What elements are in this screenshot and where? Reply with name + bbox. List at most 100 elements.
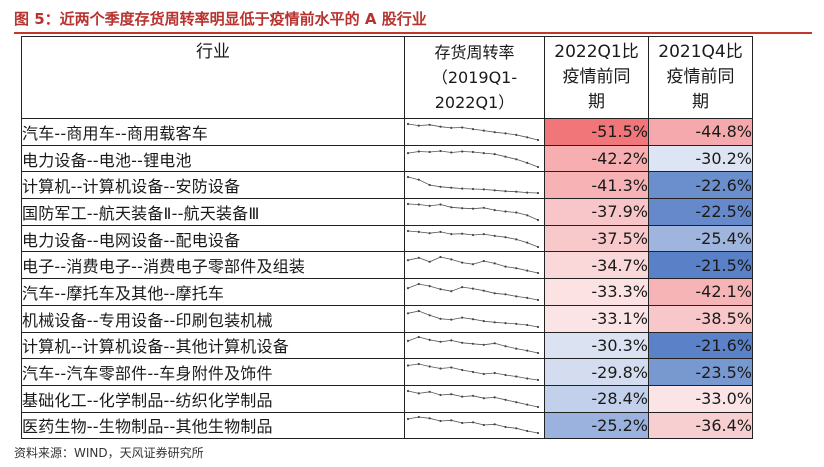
sparkline-line bbox=[407, 417, 539, 434]
change-2022q1-cell: -33.1% bbox=[544, 304, 649, 333]
header-2022q1-line1: 2022Q1比 bbox=[554, 42, 639, 62]
sparkline-point bbox=[417, 203, 420, 206]
change-2021q4-cell: -21.5% bbox=[648, 251, 753, 280]
sparkline-point bbox=[482, 344, 485, 347]
header-2021q4-line3: 期 bbox=[692, 92, 709, 112]
header-turnover-line2: （2019Q1- bbox=[431, 68, 518, 87]
sparkline-point bbox=[482, 260, 485, 263]
sparkline-point bbox=[439, 203, 442, 206]
sparkline-point bbox=[504, 190, 507, 193]
sparkline-point bbox=[504, 132, 507, 135]
industry-cell: 机械设备--专用设备--印刷包装机械 bbox=[21, 304, 405, 333]
turnover-sparkline-cell bbox=[404, 144, 545, 173]
table-row: 医药生物--生物制品--其他生物制品 -25.2% -36.4% bbox=[21, 411, 753, 440]
change-2022q1-cell: -34.7% bbox=[544, 251, 649, 280]
sparkline-point bbox=[493, 208, 496, 212]
sparkline-point bbox=[526, 349, 529, 353]
sparkline-point bbox=[428, 204, 431, 207]
sparkline-point bbox=[417, 309, 420, 312]
industry-cell: 电力设备--电网设备--配电设备 bbox=[21, 224, 405, 253]
sparkline-point bbox=[493, 371, 496, 375]
sparkline-point bbox=[461, 368, 464, 372]
sparkline-point bbox=[515, 267, 518, 270]
turnover-sparkline-cell bbox=[404, 278, 545, 306]
change-2022q1-cell: -41.3% bbox=[544, 171, 649, 200]
sparkline-point bbox=[428, 150, 431, 153]
sparkline-point bbox=[428, 123, 431, 126]
sparkline-point bbox=[439, 393, 442, 396]
table-row: 国防军工--航天装备Ⅱ--航天装备Ⅲ -37.9% -22.5% bbox=[21, 198, 753, 226]
change-2021q4-cell: -22.5% bbox=[648, 198, 753, 226]
industry-cell: 汽车--商用车--商用载客车 bbox=[21, 118, 405, 146]
sparkline-point bbox=[461, 316, 464, 319]
sparkline-point bbox=[493, 152, 496, 155]
sparkline-point bbox=[536, 325, 540, 328]
sparkline-point bbox=[450, 258, 453, 261]
turnover-sparkline-cell bbox=[404, 224, 545, 253]
change-2021q4-cell: -38.5% bbox=[648, 304, 753, 333]
sparkline-point bbox=[536, 405, 540, 408]
sparkline-line bbox=[407, 203, 539, 221]
sparkline-point bbox=[461, 342, 464, 345]
sparkline-point bbox=[515, 347, 518, 351]
sparkline-point bbox=[536, 218, 540, 222]
sparkline-point bbox=[406, 418, 410, 421]
sparkline-point bbox=[526, 191, 529, 194]
sparkline-point bbox=[504, 373, 507, 377]
sparkline-point bbox=[450, 232, 453, 235]
header-turnover-line1: 存货周转率 bbox=[434, 43, 515, 62]
sparkline-point bbox=[450, 290, 453, 293]
sparkline-point bbox=[428, 417, 431, 420]
sparkline-point bbox=[471, 287, 475, 290]
sparkline-point bbox=[526, 403, 529, 406]
sparkline-point bbox=[504, 210, 507, 213]
sparkline-point bbox=[461, 149, 464, 153]
turnover-sparkline bbox=[406, 389, 540, 408]
title-divider bbox=[14, 32, 812, 34]
sparkline-point bbox=[493, 262, 496, 265]
sparkline-point bbox=[471, 233, 475, 236]
sparkline-point bbox=[471, 317, 475, 320]
header-2022q1-vs-pre-covid: 2022Q1比 疫情前同 期 bbox=[544, 36, 649, 119]
sparkline-point bbox=[515, 400, 518, 404]
sparkline-point bbox=[417, 124, 420, 127]
sparkline-point bbox=[450, 186, 453, 190]
sparkline-point bbox=[493, 396, 496, 399]
sparkline-point bbox=[406, 340, 410, 343]
sparkline-point bbox=[482, 188, 485, 191]
sparkline-point bbox=[406, 286, 410, 290]
sparkline-point bbox=[504, 398, 507, 401]
turnover-sparkline bbox=[406, 202, 540, 222]
sparkline-point bbox=[504, 345, 507, 348]
table-row: 机械设备--专用设备--印刷包装机械 -33.1% -38.5% bbox=[21, 304, 753, 333]
sparkline-point bbox=[493, 320, 496, 324]
sparkline-point bbox=[450, 150, 453, 154]
sparkline-point bbox=[504, 426, 507, 429]
turnover-sparkline-cell bbox=[404, 331, 545, 360]
table-header-row: 行业 存货周转率 （2019Q1- 2022Q1） 2022Q1比 疫情前同 期… bbox=[21, 36, 753, 119]
table-row: 汽车--汽车零部件--车身附件及饰件 -29.8% -23.5% bbox=[21, 358, 753, 386]
turnover-sparkline-cell bbox=[404, 304, 545, 333]
sparkline-point bbox=[406, 311, 410, 315]
sparkline-line bbox=[407, 150, 539, 167]
sparkline-line bbox=[407, 123, 539, 141]
sparkline-point bbox=[461, 187, 464, 190]
sparkline-point bbox=[471, 394, 475, 397]
sparkline-point bbox=[417, 392, 420, 395]
sparkline-point bbox=[439, 230, 442, 233]
sparkline-point bbox=[536, 165, 540, 168]
figure-title: 图 5：近两个季度存货周转率明显低于疫情前水平的 A 股行业 bbox=[14, 10, 427, 28]
sparkline-point bbox=[482, 206, 485, 209]
sparkline-point bbox=[515, 237, 518, 241]
change-2022q1-cell: -29.8% bbox=[544, 358, 649, 386]
change-2021q4-cell: -21.6% bbox=[648, 331, 753, 360]
change-2022q1-cell: -37.5% bbox=[544, 224, 649, 253]
change-2022q1-cell: -25.2% bbox=[544, 411, 649, 440]
sparkline-point bbox=[493, 130, 496, 134]
sparkline-line bbox=[407, 390, 539, 408]
turnover-sparkline bbox=[406, 282, 540, 302]
sparkline-point bbox=[482, 232, 485, 235]
header-2021q4-vs-pre-covid: 2021Q4比 疫情前同 期 bbox=[648, 36, 753, 119]
sparkline-point bbox=[461, 207, 464, 210]
turnover-sparkline-cell bbox=[404, 171, 545, 200]
